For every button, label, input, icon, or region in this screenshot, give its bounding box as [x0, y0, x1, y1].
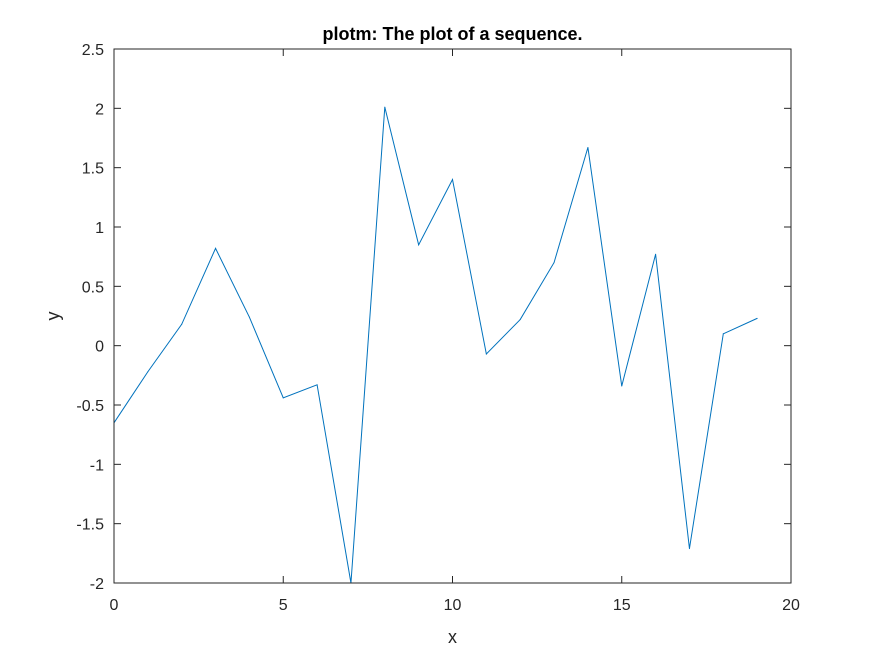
- y-tick-label: 1.5: [82, 161, 104, 178]
- y-tick-label: 2: [95, 101, 104, 118]
- data-point: [384, 106, 386, 108]
- y-tick-label: 0: [95, 339, 104, 356]
- data-point: [519, 319, 521, 321]
- data-point: [418, 244, 420, 246]
- x-tick-label: 15: [613, 597, 631, 614]
- data-point: [587, 146, 589, 148]
- data-point: [215, 247, 217, 249]
- data-point: [282, 397, 284, 399]
- y-tick-label: 1: [95, 220, 104, 237]
- x-tick-label: 0: [110, 597, 119, 614]
- x-tick-label: 10: [444, 597, 462, 614]
- y-axis-label: y: [43, 312, 63, 321]
- data-point: [621, 385, 623, 387]
- y-tick-label: -0.5: [76, 398, 104, 415]
- data-point: [147, 371, 149, 373]
- data-point: [722, 333, 724, 335]
- series-line: [113, 107, 758, 584]
- x-tick-label: 20: [782, 597, 800, 614]
- y-tick-label: -1: [90, 457, 104, 474]
- data-point: [485, 353, 487, 355]
- data-point: [316, 384, 318, 386]
- y-tick-label: 2.5: [82, 42, 104, 59]
- data-point: [553, 262, 555, 264]
- y-tick-label: 0.5: [82, 279, 104, 296]
- axes-box: [113, 48, 792, 584]
- data-point: [688, 548, 690, 550]
- plot-area: [114, 49, 791, 583]
- x-tick-label: 5: [279, 597, 288, 614]
- chart-title: plotm: The plot of a sequence.: [322, 24, 582, 44]
- data-point: [248, 316, 250, 318]
- data-point: [181, 323, 183, 325]
- y-axis-ticks: -2 -1.5 -1 -0.5 0 0.5 1 1.5 2 2.5: [76, 42, 791, 593]
- data-point: [452, 179, 453, 181]
- y-tick-label: -2: [90, 576, 104, 593]
- y-tick-label: -1.5: [76, 517, 104, 534]
- data-point: [655, 253, 657, 255]
- x-axis-label: x: [448, 627, 457, 647]
- data-point: [756, 317, 758, 319]
